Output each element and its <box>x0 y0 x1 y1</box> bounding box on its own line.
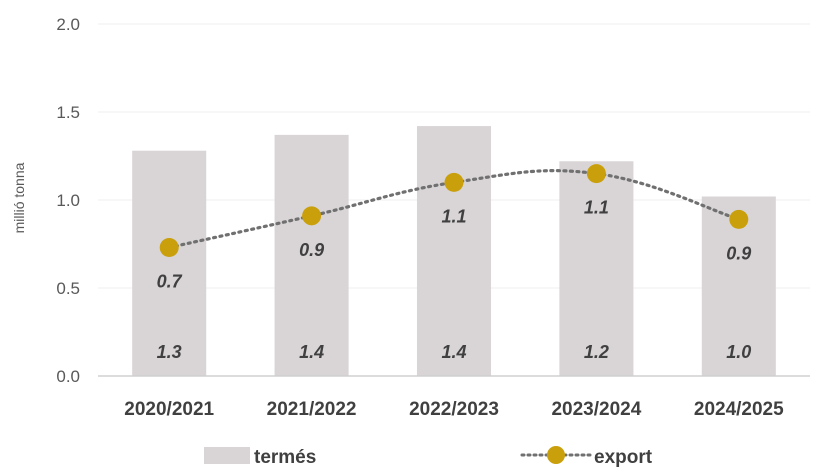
export-marker <box>586 164 606 184</box>
x-axis-categories: 2020/2021 2021/2022 2022/2023 2023/2024 2024… <box>124 399 784 420</box>
bar <box>132 150 207 376</box>
export-marker <box>302 206 322 226</box>
line-data-label: 1.1 <box>584 198 609 218</box>
line-data-label: 0.9 <box>726 243 751 263</box>
bar <box>559 161 634 376</box>
y-tick-label: 1.5 <box>56 103 80 122</box>
legend-label-termes: termés <box>254 447 316 468</box>
export-marker <box>444 172 464 192</box>
x-category-label: 2022/2023 <box>409 399 499 420</box>
bar <box>274 134 349 376</box>
y-tick-label: 1.0 <box>56 191 80 210</box>
export-marker <box>729 209 749 229</box>
line-data-label: 0.7 <box>157 272 183 292</box>
bar <box>416 126 492 376</box>
y-tick-label: 2.0 <box>56 15 80 34</box>
export-marker <box>159 238 179 258</box>
bar-data-label: 1.0 <box>726 342 751 362</box>
y-tick-label: 0.5 <box>56 279 80 298</box>
bar-data-label: 1.2 <box>584 342 609 362</box>
line-data-label: 0.9 <box>299 240 324 260</box>
line-series-export: 0.7 0.9 1.1 1.1 0.9 <box>157 164 751 292</box>
x-category-label: 2020/2021 <box>124 399 214 420</box>
y-axis-label: millió tonna <box>11 162 27 233</box>
legend-label-export: export <box>594 447 653 468</box>
bar-data-label: 1.4 <box>441 342 466 362</box>
x-category-label: 2024/2025 <box>694 399 784 420</box>
x-category-label: 2023/2024 <box>551 399 641 420</box>
bar-series-termes: 1.3 1.4 1.4 1.2 1.0 <box>132 126 776 376</box>
legend: termés export <box>204 446 653 468</box>
line-data-label: 1.1 <box>441 206 466 226</box>
legend-swatch-export-marker <box>547 446 565 464</box>
y-axis-ticks: 0.0 0.5 1.0 1.5 2.0 <box>56 15 80 386</box>
legend-swatch-termes <box>204 447 250 464</box>
bar-data-label: 1.3 <box>157 342 182 362</box>
y-tick-label: 0.0 <box>56 367 80 386</box>
bar-data-label: 1.4 <box>299 342 324 362</box>
x-category-label: 2021/2022 <box>267 399 357 420</box>
